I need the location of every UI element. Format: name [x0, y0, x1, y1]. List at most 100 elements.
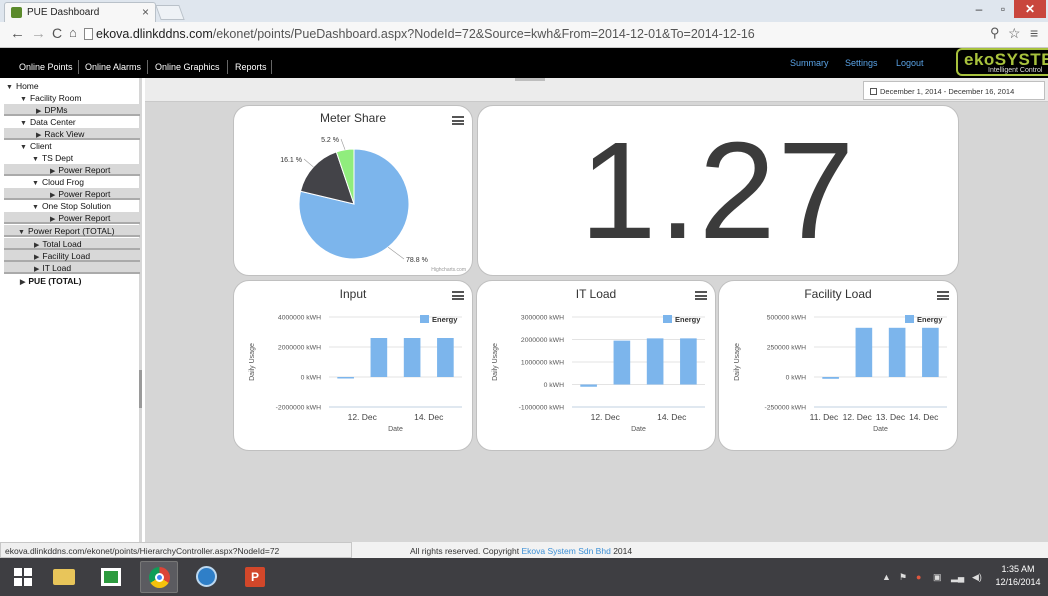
bookmark-star-icon[interactable]: ☆	[1008, 25, 1021, 41]
search-icon[interactable]: ⚲	[990, 25, 1000, 40]
tree-item-facility-room[interactable]: ▼ Facility Room	[20, 92, 81, 104]
menu-online-alarms[interactable]: Online Alarms	[85, 62, 142, 72]
it-load-chart-card: IT Load 3000000 kWH 2000000 kWH 1000000 kW…	[476, 280, 716, 451]
url-field[interactable]: ekova.dlinkddns.com/ekonet/points/PueDas…	[96, 27, 755, 41]
pie-connector	[387, 246, 405, 260]
menu-divider	[271, 60, 272, 74]
tree-item-ts-dept[interactable]: ▼ TS Dept	[32, 152, 73, 164]
tree-item-power-report[interactable]: ▶ Power Report	[4, 188, 140, 200]
chart-menu-icon[interactable]	[452, 116, 464, 125]
tree-item-client[interactable]: ▼ Client	[20, 140, 52, 152]
taskbar-clock[interactable]: 1:35 AM 12/16/2014	[992, 563, 1044, 589]
new-tab-button[interactable]	[155, 5, 185, 20]
minimize-button[interactable]: –	[975, 2, 983, 16]
tree-item-rack-view[interactable]: ▶ Rack View	[4, 128, 140, 140]
collapsed-icon: ▶	[50, 168, 56, 175]
legend-swatch	[420, 315, 429, 323]
y-tick-label: 2000000 kWH	[278, 345, 321, 352]
tree-item-power-report-total[interactable]: ▼ Power Report (TOTAL)	[4, 225, 140, 237]
y-axis-title: Daily Usage	[249, 343, 256, 381]
bar	[646, 338, 664, 385]
logo-text: ekoSYSTEM	[964, 50, 1048, 69]
x-tick-label: 12. Dec	[843, 412, 873, 422]
browser-taskbar-icon[interactable]	[188, 561, 226, 593]
y-tick-label: 0 kWH	[544, 382, 564, 389]
tree-label: Power Report	[58, 213, 111, 223]
network-icon[interactable]: ▂▄	[951, 572, 965, 582]
legend-swatch	[663, 315, 672, 323]
tree-label: Power Report	[58, 165, 111, 175]
chrome-taskbar-icon[interactable]	[140, 561, 178, 593]
chart-menu-icon[interactable]	[695, 291, 707, 300]
card-title: Facility Load	[804, 287, 872, 301]
restore-button[interactable]: ▫	[1000, 2, 1006, 16]
tree-item-pue-total[interactable]: ▶ PUE (TOTAL)	[20, 275, 81, 287]
sidebar-splitter-handle[interactable]	[139, 370, 142, 408]
browser-titlebar: PUE Dashboard × – ▫ ✕	[0, 0, 1048, 22]
x-tick-label: 12. Dec	[591, 412, 621, 422]
y-tick-label: -2000000 kWH	[276, 405, 321, 412]
tree-item-home[interactable]: ▼ Home	[6, 80, 39, 92]
tree-item-one-stop-solution[interactable]: ▼ One Stop Solution	[32, 200, 111, 212]
collapsed-icon: ▶	[34, 242, 40, 249]
device-icon[interactable]: ▣	[933, 572, 942, 582]
tree-item-facility-load[interactable]: ▶ Facility Load	[4, 250, 140, 262]
forward-arrow-icon[interactable]: →	[31, 25, 46, 42]
page-icon	[84, 28, 93, 40]
collapsed-icon: ▶	[50, 216, 56, 223]
menu-online-graphics[interactable]: Online Graphics	[155, 62, 220, 72]
windows-start-icon[interactable]	[14, 568, 32, 586]
chart-credits: Highcharts.com	[431, 267, 466, 273]
dashboard-area: December 1, 2014 - December 16, 2014 Met…	[145, 78, 1048, 542]
chart-menu-icon[interactable]	[937, 291, 949, 300]
tray-arrow-icon[interactable]: ▲	[882, 572, 891, 582]
bar	[613, 340, 631, 385]
url-path: /ekonet/points/PueDashboard.aspx?NodeId=…	[212, 27, 755, 41]
tree-item-it-load[interactable]: ▶ IT Load	[4, 262, 140, 274]
settings-link[interactable]: Settings	[845, 58, 878, 68]
expanded-icon: ▼	[20, 96, 27, 103]
pie-slice-label: 16.1 %	[280, 157, 302, 164]
menu-icon[interactable]: ≡	[1030, 25, 1039, 41]
summary-link[interactable]: Summary	[790, 58, 829, 68]
collapsed-icon: ▶	[20, 279, 26, 286]
pie-slice	[298, 148, 410, 260]
back-arrow-icon[interactable]: ←	[10, 25, 25, 42]
home-icon[interactable]: ⌂	[69, 25, 77, 40]
powerpoint-taskbar-icon[interactable]: P	[236, 561, 274, 593]
copyright-link[interactable]: Ekova System Sdn Bhd	[521, 546, 611, 556]
collapsed-icon: ▶	[36, 132, 42, 139]
y-axis-title: Daily Usage	[492, 343, 499, 381]
flag-icon[interactable]: ⚑	[899, 572, 908, 582]
menu-reports[interactable]: Reports	[235, 62, 267, 72]
tree-item-total-load[interactable]: ▶ Total Load	[4, 238, 140, 250]
close-window-button[interactable]: ✕	[1014, 0, 1046, 18]
y-tick-label: 0 kWH	[301, 375, 321, 382]
store-taskbar-icon[interactable]	[92, 561, 130, 593]
legend-swatch	[905, 315, 914, 323]
tree-item-cloud-frog[interactable]: ▼ Cloud Frog	[32, 176, 84, 188]
x-tick-label: 14. Dec	[414, 412, 444, 422]
logout-link[interactable]: Logout	[896, 58, 924, 68]
file-explorer-taskbar-icon[interactable]	[45, 561, 83, 593]
tree-item-power-report[interactable]: ▶ Power Report	[4, 212, 140, 224]
tab-close-icon[interactable]: ×	[141, 5, 149, 19]
expanded-icon: ▼	[32, 180, 39, 187]
volume-icon[interactable]: ◀)	[972, 572, 982, 582]
reload-icon[interactable]: C	[52, 25, 63, 41]
clock-time: 1:35 AM	[1001, 564, 1035, 574]
meter-share-card: Meter Share 78.8 % 16.1 % 5.2 % Highcharts…	[233, 105, 473, 276]
browser-tab[interactable]: PUE Dashboard ×	[4, 2, 156, 22]
expanded-icon: ▼	[20, 144, 27, 151]
date-range-picker[interactable]: December 1, 2014 - December 16, 2014	[863, 81, 1045, 100]
tree-item-power-report[interactable]: ▶ Power Report	[4, 164, 140, 176]
x-tick-label: 14. Dec	[909, 412, 939, 422]
tree-item-dpms[interactable]: ▶ DPMs	[4, 104, 140, 116]
chart-menu-icon[interactable]	[452, 291, 464, 300]
chrome-tray-icon[interactable]: ●	[916, 572, 922, 582]
tree-item-data-center[interactable]: ▼ Data Center	[20, 116, 76, 128]
bar	[888, 327, 906, 377]
menu-online-points[interactable]: Online Points	[19, 62, 73, 72]
bar	[580, 384, 597, 387]
tab-title: PUE Dashboard	[27, 7, 100, 18]
